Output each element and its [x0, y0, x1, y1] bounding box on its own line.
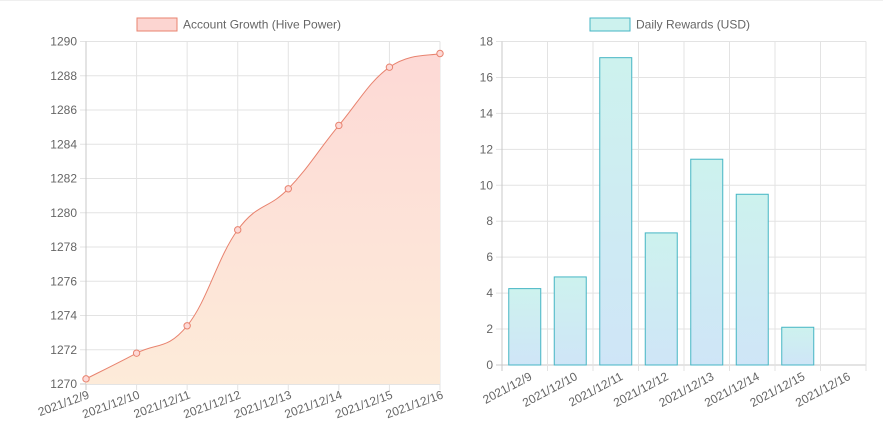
- growth-y-tick-label: 1276: [50, 274, 77, 288]
- rewards-y-tick-label: 14: [480, 106, 494, 120]
- growth-x-tick-label: 2021/12/16: [384, 388, 446, 422]
- growth-data-point[interactable]: [284, 185, 292, 193]
- growth-y-tick-label: 1290: [50, 35, 77, 49]
- growth-area-chart: 1270 1272 1274 1276 1278 1280 1282 1284 1286 1288…: [36, 35, 445, 422]
- rewards-y-tick-label: 6: [486, 250, 493, 264]
- rewards-legend-swatch[interactable]: [589, 17, 631, 32]
- growth-y-tick-label: 1282: [50, 172, 77, 186]
- growth-data-point[interactable]: [385, 63, 394, 71]
- growth-area-fill: [86, 53, 440, 385]
- growth-data-point[interactable]: [335, 121, 343, 130]
- rewards-y-tick-label: 10: [480, 178, 494, 192]
- rewards-y-tick-label: 8: [486, 214, 493, 228]
- growth-y-tick-label: 1288: [50, 69, 77, 83]
- rewards-y-tick-label: 0: [486, 358, 493, 372]
- growth-y-tick-label: 1274: [50, 309, 77, 323]
- rewards-bar[interactable]: [735, 193, 769, 366]
- rewards-bar[interactable]: [781, 326, 815, 366]
- rewards-y-tick-label: 2: [486, 322, 493, 336]
- growth-x-tick-label: 2021/12/13: [232, 388, 294, 422]
- rewards-chart-legend[interactable]: Daily Rewards (USD): [589, 17, 750, 32]
- growth-data-point[interactable]: [183, 322, 191, 330]
- growth-y-tick-label: 1286: [50, 103, 77, 117]
- rewards-y-tick-label: 18: [480, 35, 494, 49]
- growth-x-tick-label: 2021/12/14: [283, 388, 345, 422]
- growth-x-tick-label: 2021/12/10: [80, 388, 142, 422]
- growth-legend-label[interactable]: Account Growth (Hive Power): [183, 18, 341, 32]
- growth-chart-legend[interactable]: Account Growth (Hive Power): [136, 17, 341, 32]
- growth-y-tick-label: 1278: [50, 240, 77, 254]
- growth-y-tick-label: 1270: [50, 377, 77, 391]
- rewards-legend-label[interactable]: Daily Rewards (USD): [636, 18, 750, 32]
- rewards-bar[interactable]: [553, 276, 587, 366]
- growth-x-tick-label: 2021/12/15: [333, 388, 395, 422]
- growth-data-point[interactable]: [82, 375, 90, 383]
- growth-legend-swatch[interactable]: [136, 17, 178, 32]
- rewards-bar[interactable]: [690, 158, 724, 366]
- rewards-bar[interactable]: [644, 232, 678, 366]
- rewards-bar-chart: 0246810121416182021/12/92021/12/102021/1…: [480, 35, 867, 410]
- growth-data-point[interactable]: [436, 49, 444, 58]
- growth-y-tick-label: 1284: [50, 137, 77, 151]
- top-divider: [0, 0, 883, 1]
- growth-data-point[interactable]: [234, 226, 242, 234]
- growth-series-line: [85, 53, 441, 380]
- rewards-y-tick-label: 4: [486, 286, 493, 300]
- rewards-bar[interactable]: [599, 57, 633, 366]
- growth-x-tick-label: 2021/12/12: [182, 388, 244, 422]
- growth-y-tick-label: 1272: [50, 343, 77, 357]
- rewards-y-tick-label: 16: [480, 70, 494, 84]
- rewards-bar[interactable]: [508, 288, 542, 366]
- growth-y-tick-label: 1280: [50, 206, 77, 220]
- rewards-y-tick-label: 12: [480, 142, 494, 156]
- growth-data-point[interactable]: [132, 349, 141, 357]
